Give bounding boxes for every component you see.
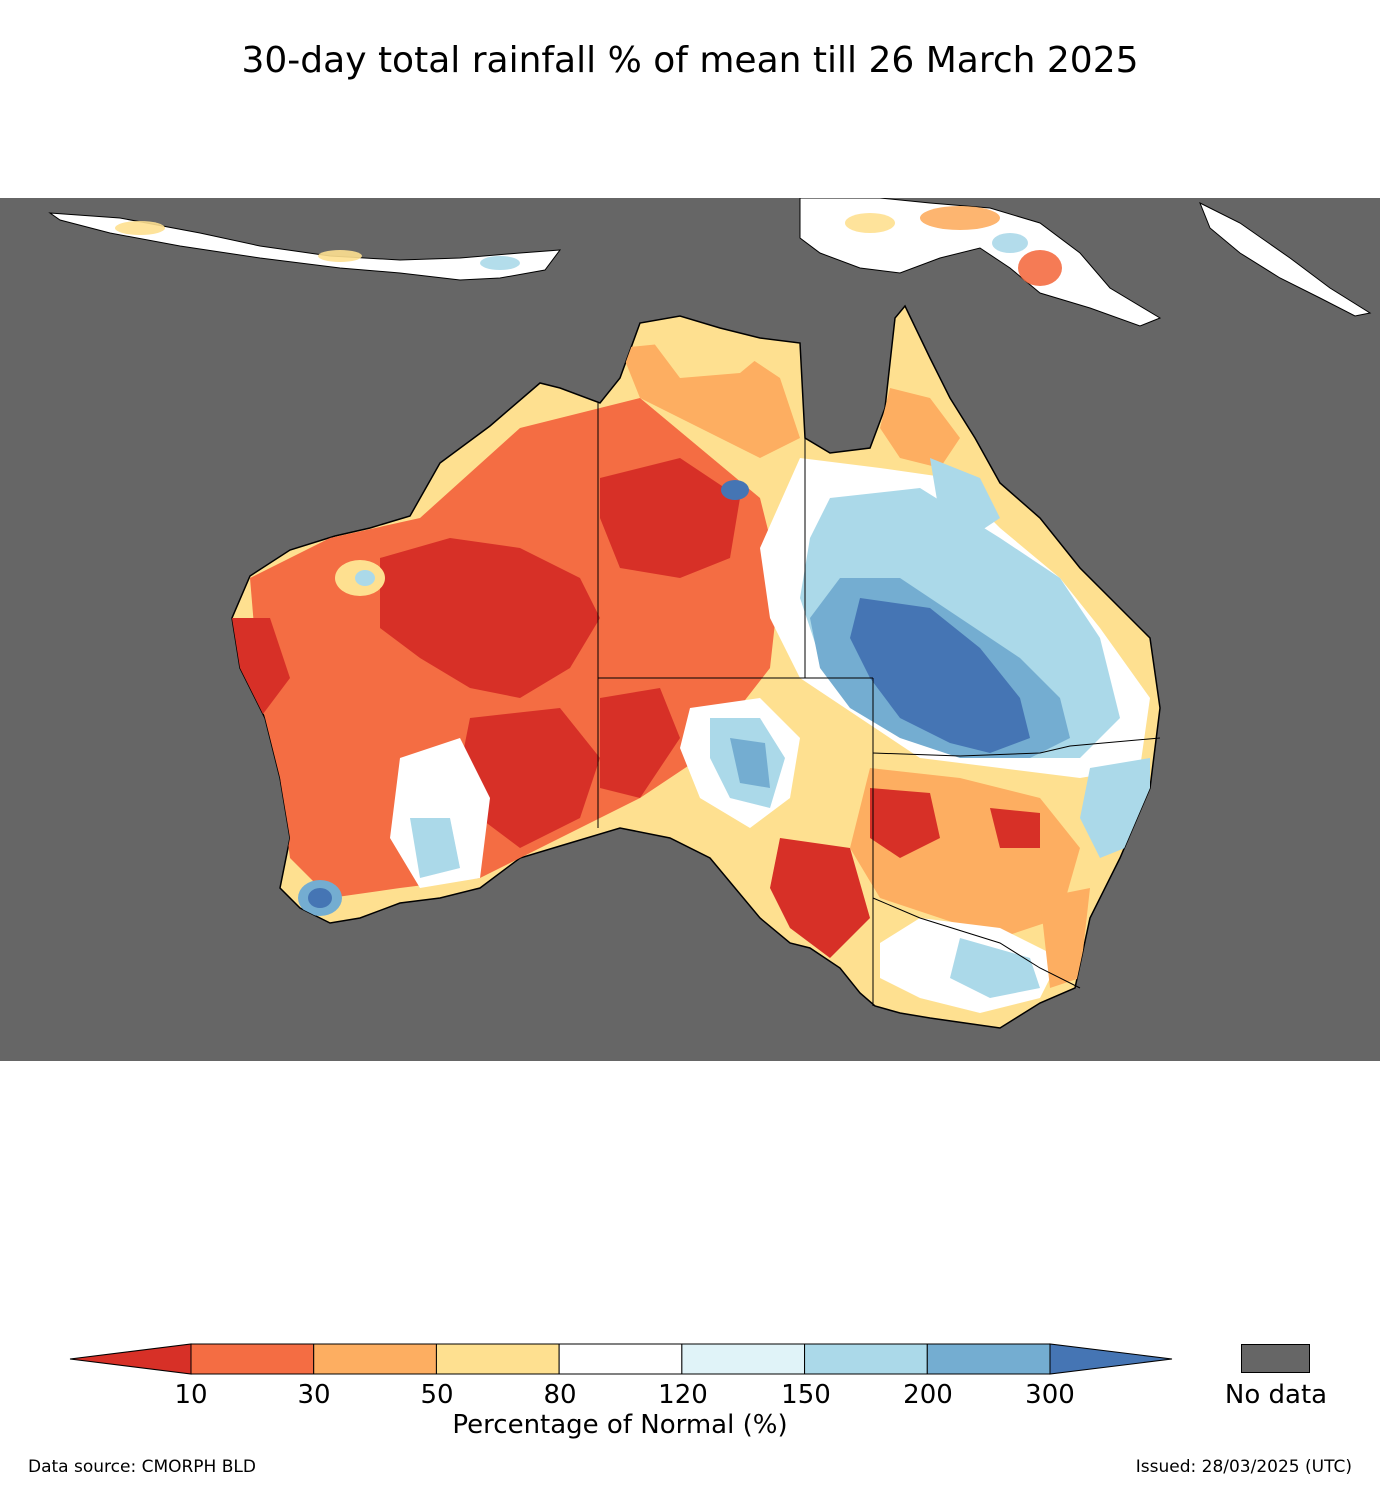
colorbar-segment bbox=[804, 1343, 928, 1375]
colorbar-tick-label: 10 bbox=[174, 1380, 208, 1410]
island-rainfall bbox=[115, 206, 1062, 286]
colorbar-segment bbox=[190, 1343, 315, 1375]
no-data-swatch bbox=[1241, 1344, 1310, 1373]
colorbar-segment bbox=[681, 1343, 806, 1375]
colorbar-segment bbox=[926, 1343, 1051, 1375]
colorbar-label: Percentage of Normal (%) bbox=[452, 1410, 788, 1440]
rainfall-shading bbox=[232, 333, 1150, 1013]
colorbar-tick-label: 50 bbox=[420, 1380, 454, 1410]
colorbar-segment bbox=[313, 1343, 437, 1375]
data-source-text: Data source: CMORPH BLD bbox=[28, 1457, 256, 1477]
northern-islands bbox=[48, 198, 1372, 327]
no-data-label: No data bbox=[1224, 1380, 1328, 1410]
colorbar-tick-label: 150 bbox=[781, 1380, 831, 1410]
colorbar-tick-label: 300 bbox=[1025, 1380, 1075, 1410]
colorbar-tick-label: 120 bbox=[658, 1380, 708, 1410]
colorbar bbox=[69, 1343, 1173, 1375]
colorbar-segment bbox=[558, 1343, 683, 1375]
colorbar-tick-label: 30 bbox=[297, 1380, 331, 1410]
colorbar-tick-label: 80 bbox=[543, 1380, 577, 1410]
colorbar-extend-low bbox=[69, 1343, 192, 1375]
colorbar-extend-high bbox=[1049, 1343, 1173, 1375]
issued-date-text: Issued: 28/03/2025 (UTC) bbox=[1135, 1457, 1352, 1477]
map-title: 30-day total rainfall % of mean till 26 … bbox=[241, 40, 1139, 81]
colorbar-tick-label: 200 bbox=[903, 1380, 953, 1410]
rainfall-map bbox=[0, 198, 1380, 1061]
colorbar-segment bbox=[435, 1343, 560, 1375]
state-borders bbox=[597, 403, 1161, 1006]
